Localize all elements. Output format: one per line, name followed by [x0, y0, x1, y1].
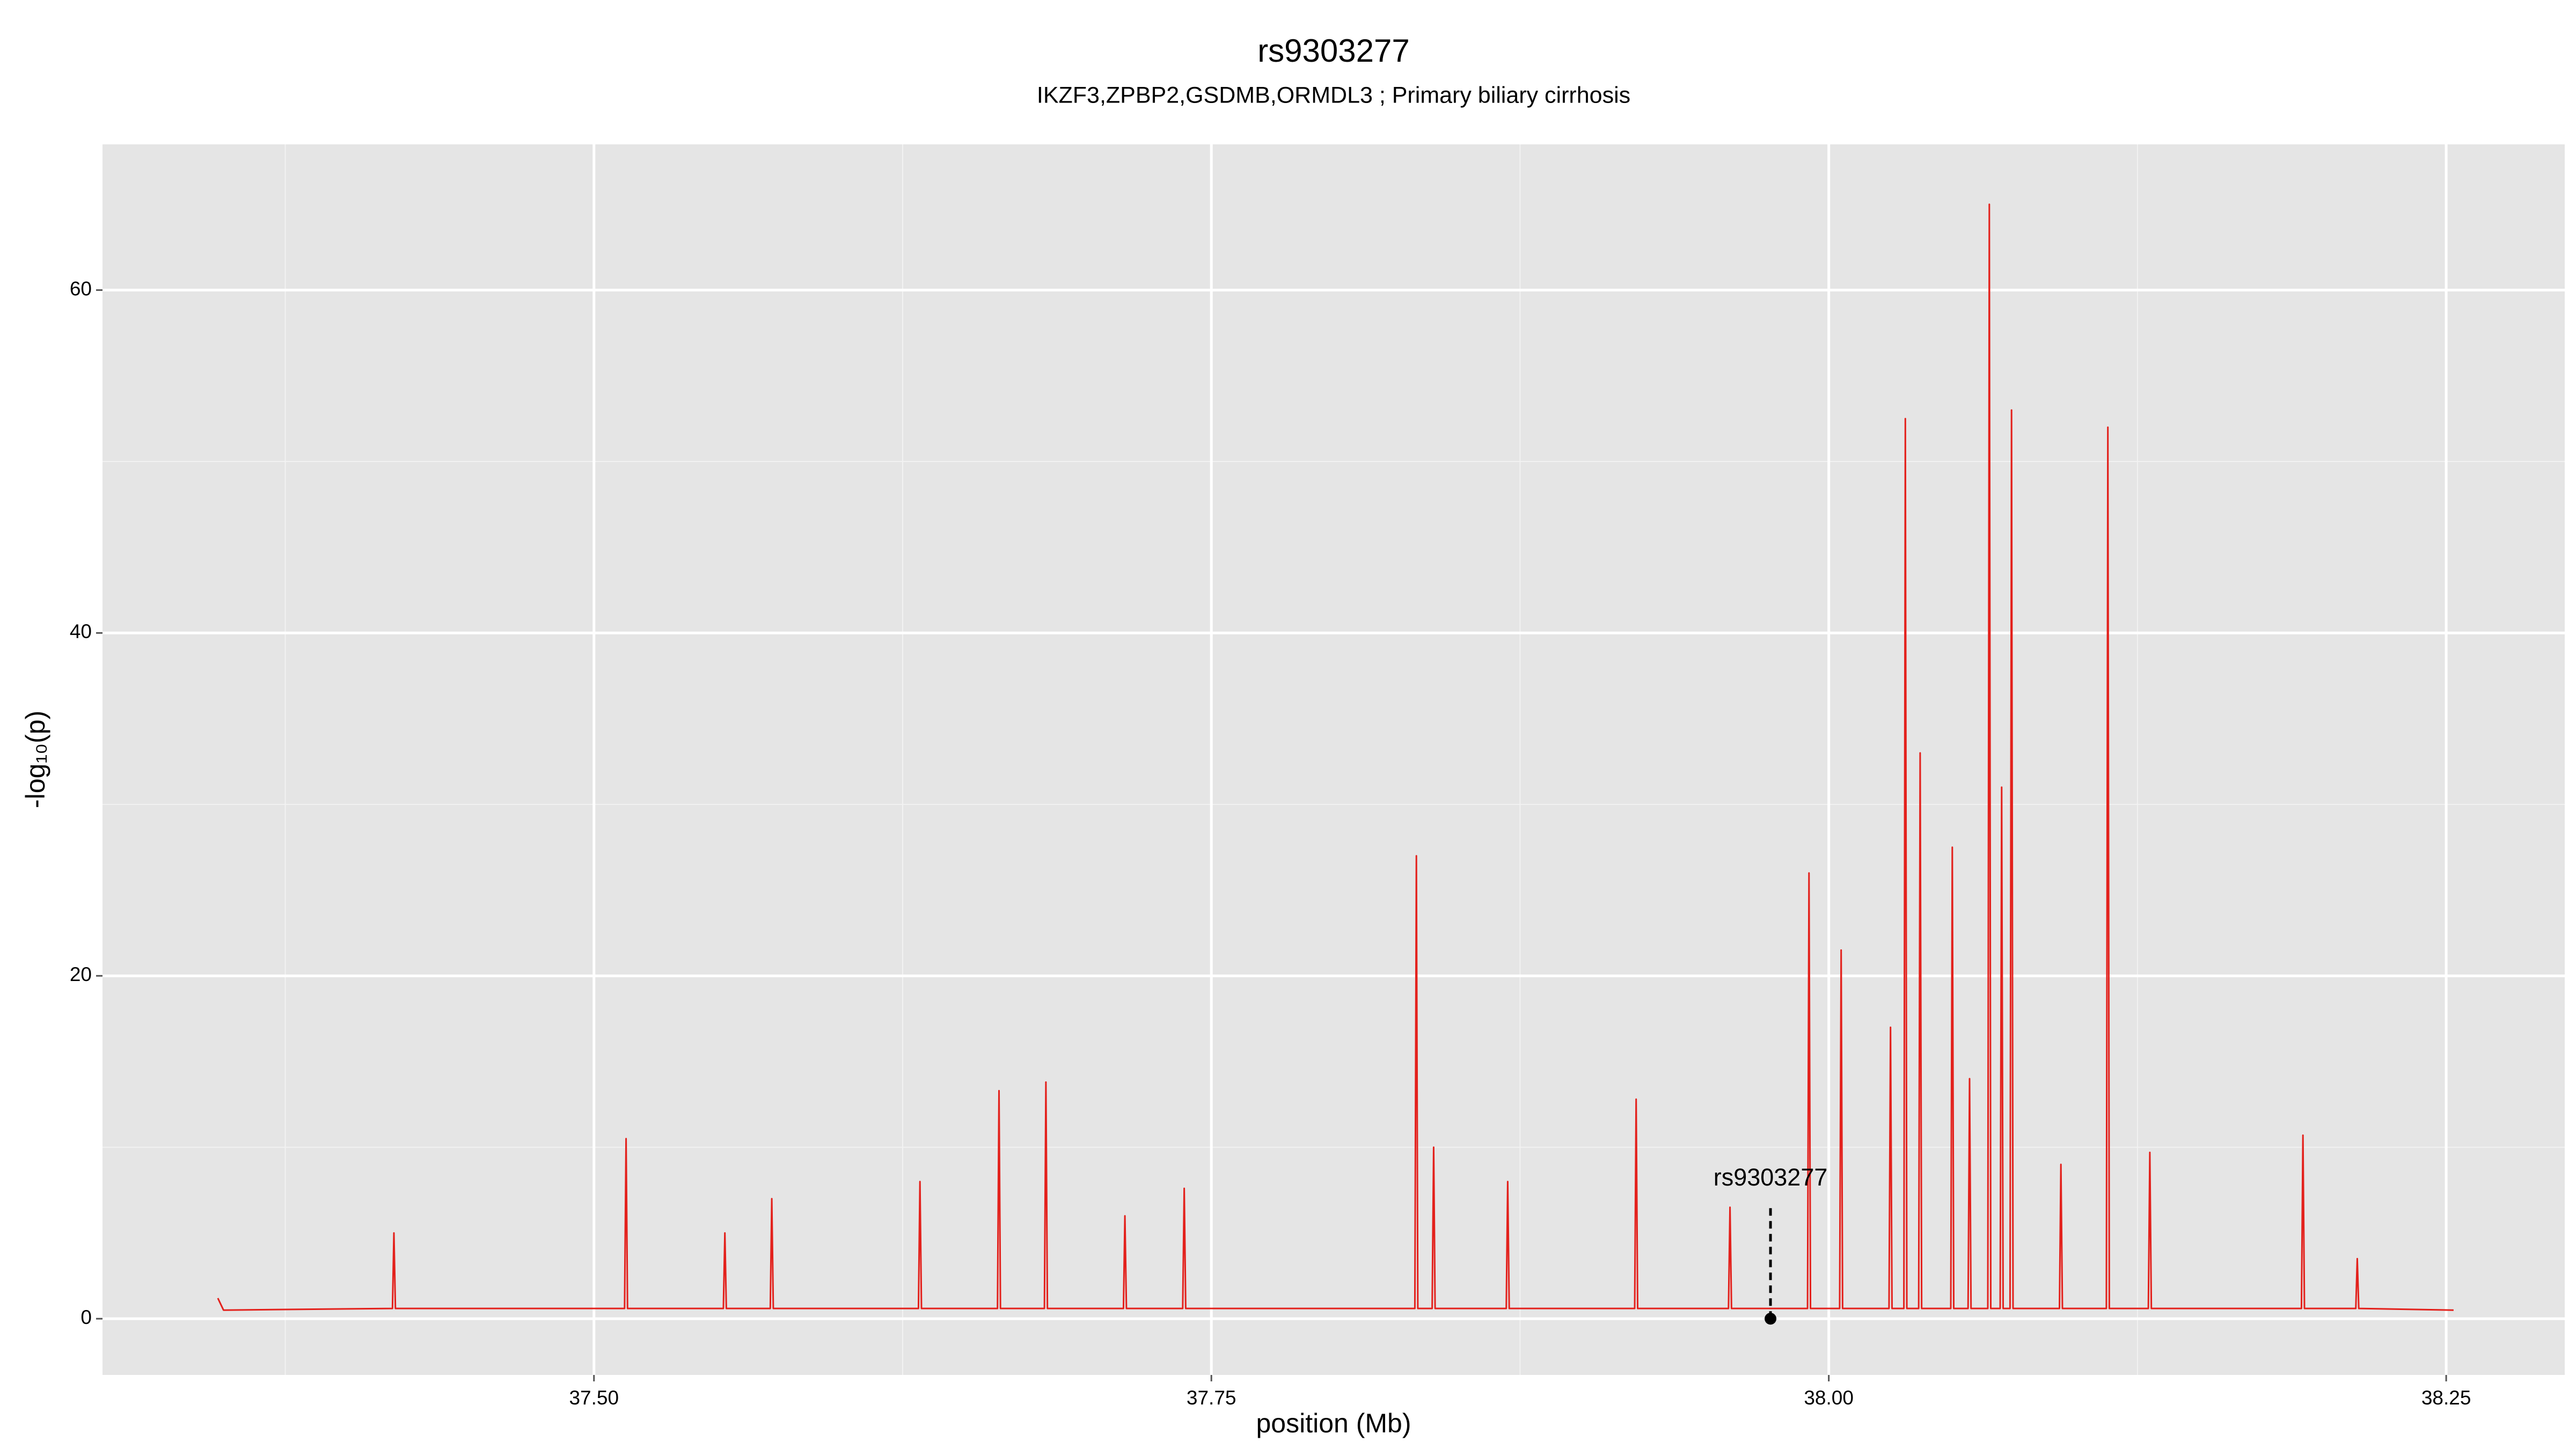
annotation-label: rs9303277 — [1714, 1163, 1828, 1191]
y-axis-title: -log₁₀(p) — [20, 711, 50, 808]
x-axis-title: position (Mb) — [1256, 1408, 1411, 1438]
chart-subtitle: IKZF3,ZPBP2,GSDMB,ORMDL3 ; Primary bilia… — [1037, 82, 1630, 108]
y-tick-label: 0 — [80, 1306, 92, 1328]
y-tick-label: 40 — [70, 620, 92, 642]
x-tick-label: 38.25 — [2421, 1387, 2471, 1409]
y-tick-label: 60 — [70, 277, 92, 299]
x-tick-label: 38.00 — [1804, 1387, 1854, 1409]
series-line — [217, 203, 2454, 1311]
x-tick-label: 37.75 — [1187, 1387, 1236, 1409]
x-tick-label: 37.50 — [569, 1387, 619, 1409]
plot-panel — [103, 144, 2565, 1375]
y-tick-label: 20 — [70, 963, 92, 985]
chart-title: rs9303277 — [1257, 33, 1410, 69]
annotation-point — [1765, 1313, 1777, 1325]
